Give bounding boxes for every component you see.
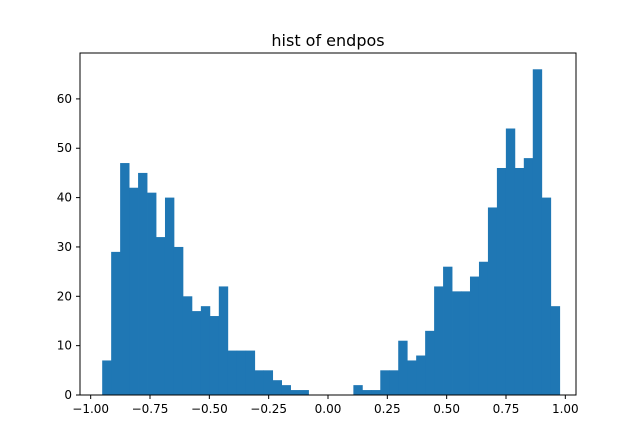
histogram-bar bbox=[272, 380, 282, 395]
histogram-bar bbox=[299, 390, 309, 395]
histogram-bar bbox=[182, 296, 193, 395]
histogram-bar bbox=[200, 306, 211, 395]
histogram-bar bbox=[443, 266, 453, 395]
histogram-bar bbox=[416, 355, 426, 395]
y-tick-label: 10 bbox=[57, 339, 72, 353]
histogram-bar bbox=[236, 350, 247, 395]
histogram-bar bbox=[389, 370, 399, 395]
histogram-bar bbox=[156, 237, 166, 395]
histogram-bar bbox=[138, 172, 148, 395]
x-tick-label: −0.75 bbox=[132, 402, 169, 416]
histogram-bar bbox=[218, 286, 229, 395]
histogram-bar bbox=[111, 251, 121, 395]
histogram-bar bbox=[245, 350, 256, 395]
histogram-bar bbox=[434, 286, 444, 395]
histogram-bar bbox=[281, 385, 291, 395]
histogram-bar bbox=[290, 390, 300, 395]
y-tick-label: 40 bbox=[57, 191, 72, 205]
histogram-bar bbox=[164, 197, 175, 395]
histogram-bar bbox=[362, 390, 372, 395]
histogram-bar bbox=[209, 316, 220, 395]
chart-title: hist of endpos bbox=[271, 31, 384, 50]
histogram-bar bbox=[496, 167, 507, 395]
histogram-bar bbox=[505, 128, 516, 395]
histogram-bar bbox=[129, 187, 139, 395]
histogram-bar bbox=[263, 370, 274, 395]
histogram-bar bbox=[102, 360, 112, 395]
histogram-bar bbox=[523, 158, 534, 395]
x-tick-label: 0.25 bbox=[374, 402, 401, 416]
axes: −1.00 −0.75 −0.50 −0.25 0.00 0.25 0.50 0.75 1.00… bbox=[57, 52, 579, 416]
x-tick-label: 0.00 bbox=[315, 402, 342, 416]
y-tick-label: 60 bbox=[57, 92, 72, 106]
histogram-bar bbox=[425, 330, 435, 395]
histogram-bar bbox=[371, 390, 381, 395]
histogram-bar bbox=[147, 192, 157, 395]
x-tick-label: −0.25 bbox=[250, 402, 287, 416]
histogram-bar bbox=[227, 350, 238, 395]
x-tick-label: −0.50 bbox=[191, 402, 228, 416]
histogram-bar bbox=[353, 385, 363, 395]
histogram-bar bbox=[541, 197, 552, 395]
histogram-bar bbox=[452, 291, 462, 395]
histogram-bar bbox=[254, 370, 265, 395]
histogram-bar bbox=[478, 261, 489, 395]
histogram-bar bbox=[173, 246, 184, 395]
bars bbox=[102, 69, 561, 395]
histogram-bar bbox=[514, 167, 525, 395]
x-tick-label: 0.50 bbox=[433, 402, 460, 416]
histogram-bar bbox=[380, 370, 390, 395]
histogram-bar bbox=[532, 69, 543, 395]
histogram-bar bbox=[461, 291, 471, 395]
histogram-bar bbox=[487, 207, 498, 395]
histogram-bar bbox=[398, 340, 408, 395]
x-tick-label: 1.00 bbox=[552, 402, 579, 416]
y-tick-label: 30 bbox=[57, 240, 72, 254]
histogram-bar bbox=[469, 276, 480, 395]
x-tick-label: −1.00 bbox=[72, 402, 109, 416]
histogram-bar bbox=[120, 163, 130, 395]
y-tick-label: 0 bbox=[64, 388, 72, 402]
histogram-bar bbox=[407, 360, 417, 395]
histogram-bar bbox=[550, 306, 561, 395]
y-tick-label: 50 bbox=[57, 141, 72, 155]
y-tick-label: 20 bbox=[57, 289, 72, 303]
histogram-bar bbox=[191, 311, 202, 395]
x-tick-label: 0.75 bbox=[493, 402, 520, 416]
